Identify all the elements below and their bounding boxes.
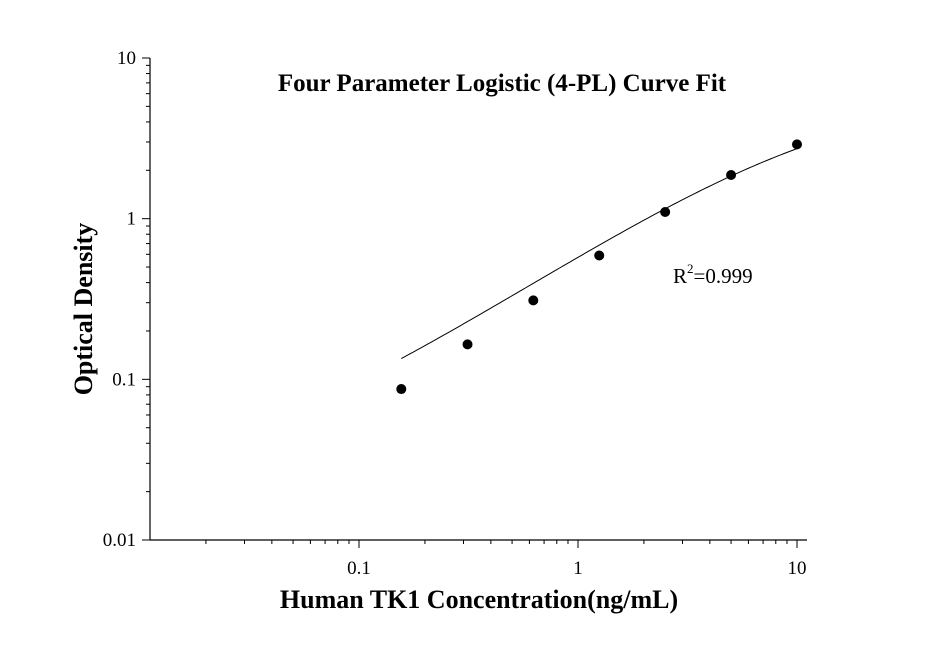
data-points: [396, 139, 802, 395]
r-squared-value: =0.999: [694, 264, 753, 288]
r-squared-superscript: 2: [687, 261, 694, 276]
y-tick-label: 0.01: [103, 530, 136, 551]
data-point: [726, 169, 737, 180]
r-squared-symbol: R: [673, 264, 687, 288]
data-point: [792, 139, 802, 150]
data-point: [396, 384, 407, 395]
y-tick-label: 1: [127, 209, 137, 230]
tick-marks: [142, 57, 798, 548]
x-axis-label: Human TK1 Concentration(ng/mL): [280, 585, 678, 614]
data-point: [462, 339, 473, 350]
data-point: [660, 207, 671, 218]
y-tick-label: 0.1: [112, 369, 136, 390]
data-point: [528, 295, 539, 306]
y-axis-label: Optical Density: [69, 223, 98, 396]
y-tick-label: 10: [117, 48, 136, 69]
chart-title: Four Parameter Logistic (4-PL) Curve Fit: [278, 70, 727, 97]
r-squared-annotation: R2=0.999: [673, 261, 753, 288]
tick-labels: 0.01 0.1 1 10 0.1 1 10: [103, 48, 807, 579]
data-point: [594, 250, 605, 261]
axes: [149, 58, 807, 541]
x-tick-label: 0.1: [347, 558, 371, 579]
x-tick-label: 10: [788, 558, 807, 579]
x-tick-label: 1: [573, 558, 583, 579]
